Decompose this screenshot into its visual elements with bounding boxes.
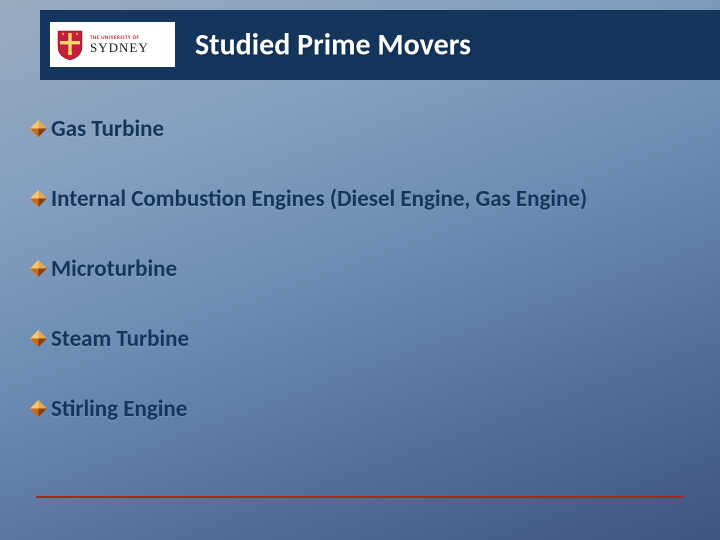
diamond-bullet-icon <box>30 120 47 137</box>
title-bar: THE UNIVERSITY OF SYDNEY Studied Prime M… <box>40 10 720 80</box>
bullet-text: Microturbine <box>51 255 177 283</box>
university-logo: THE UNIVERSITY OF SYDNEY <box>50 22 175 67</box>
footer-divider <box>36 496 684 498</box>
diamond-bullet-icon <box>30 190 47 207</box>
logo-text: THE UNIVERSITY OF SYDNEY <box>90 36 149 54</box>
bullet-item: Steam Turbine <box>30 325 690 353</box>
bullet-item: Microturbine <box>30 255 690 283</box>
bullet-text: Stirling Engine <box>51 395 187 423</box>
bullet-item: Internal Combustion Engines (Diesel Engi… <box>30 185 690 213</box>
diamond-bullet-icon <box>30 400 47 417</box>
bullet-item: Stirling Engine <box>30 395 690 423</box>
diamond-bullet-icon <box>30 330 47 347</box>
bullet-text: Steam Turbine <box>51 325 189 353</box>
bullet-item: Gas Turbine <box>30 115 690 143</box>
slide-title: Studied Prime Movers <box>195 27 471 64</box>
diamond-bullet-icon <box>30 260 47 277</box>
shield-icon <box>56 29 84 61</box>
logo-big-text: SYDNEY <box>90 41 149 54</box>
slide: THE UNIVERSITY OF SYDNEY Studied Prime M… <box>0 0 720 540</box>
bullet-text: Internal Combustion Engines (Diesel Engi… <box>51 185 587 213</box>
content-area: Gas Turbine Internal Combustion Engines … <box>30 115 690 465</box>
bullet-text: Gas Turbine <box>51 115 164 143</box>
